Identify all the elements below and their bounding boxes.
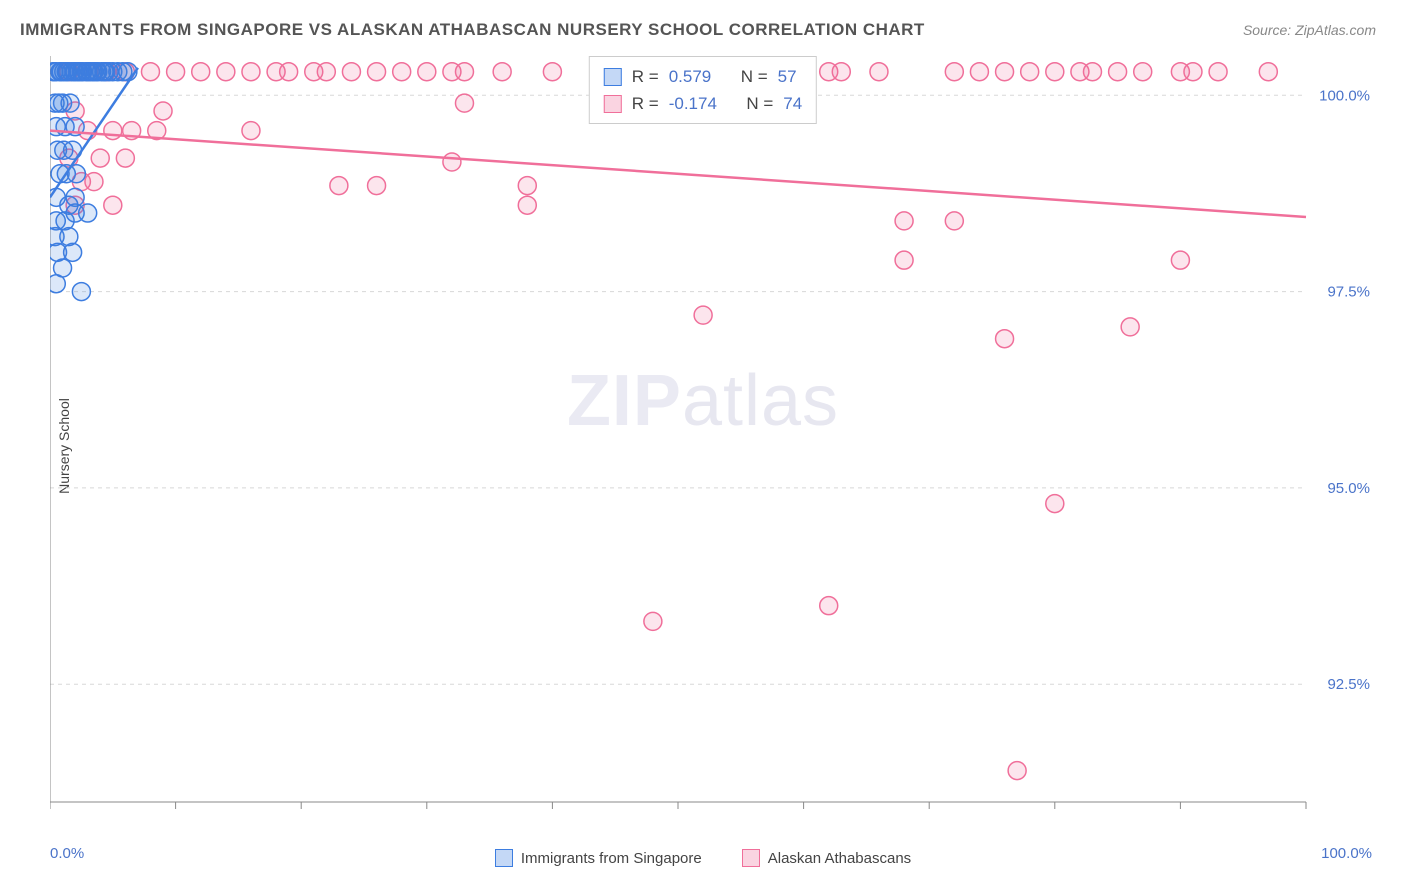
- legend-item-0: Immigrants from Singapore: [495, 849, 702, 867]
- chart-container: IMMIGRANTS FROM SINGAPORE VS ALASKAN ATH…: [0, 0, 1406, 892]
- n-label-0: N =: [741, 63, 768, 90]
- source-prefix: Source:: [1243, 22, 1295, 38]
- chart-title: IMMIGRANTS FROM SINGAPORE VS ALASKAN ATH…: [20, 20, 925, 40]
- source-link[interactable]: ZipAtlas.com: [1295, 22, 1376, 38]
- n-value-1: 74: [783, 90, 802, 117]
- n-value-0: 57: [778, 63, 797, 90]
- correlation-row-1: R = -0.174 N = 74: [604, 90, 802, 117]
- svg-text:92.5%: 92.5%: [1327, 676, 1370, 693]
- r-value-0: 0.579: [669, 63, 712, 90]
- n-label-1: N =: [746, 90, 773, 117]
- svg-text:100.0%: 100.0%: [1319, 87, 1370, 104]
- legend-item-1: Alaskan Athabascans: [742, 849, 911, 867]
- x-tick-label-max: 100.0%: [1321, 845, 1372, 862]
- r-value-1: -0.174: [669, 90, 717, 117]
- legend-bottom: Immigrants from Singapore Alaskan Athaba…: [0, 849, 1406, 867]
- legend-swatch-0: [495, 849, 513, 867]
- source-attribution: Source: ZipAtlas.com: [1243, 22, 1376, 38]
- correlation-swatch-0: [604, 68, 622, 86]
- correlation-row-0: R = 0.579 N = 57: [604, 63, 802, 90]
- correlation-swatch-1: [604, 95, 622, 113]
- plot-area: 92.5% 95.0% 97.5% 100.0%: [50, 50, 1376, 832]
- r-label-1: R =: [632, 90, 659, 117]
- svg-text:95.0%: 95.0%: [1327, 480, 1370, 497]
- r-label-0: R =: [632, 63, 659, 90]
- x-tick-label-min: 0.0%: [50, 845, 84, 862]
- legend-swatch-1: [742, 849, 760, 867]
- legend-label-0: Immigrants from Singapore: [521, 850, 702, 867]
- svg-text:97.5%: 97.5%: [1327, 284, 1370, 301]
- scatter-plot-svg: 92.5% 95.0% 97.5% 100.0%: [50, 50, 1376, 832]
- correlation-legend-box: R = 0.579 N = 57 R = -0.174 N = 74: [589, 56, 817, 124]
- legend-label-1: Alaskan Athabascans: [768, 850, 911, 867]
